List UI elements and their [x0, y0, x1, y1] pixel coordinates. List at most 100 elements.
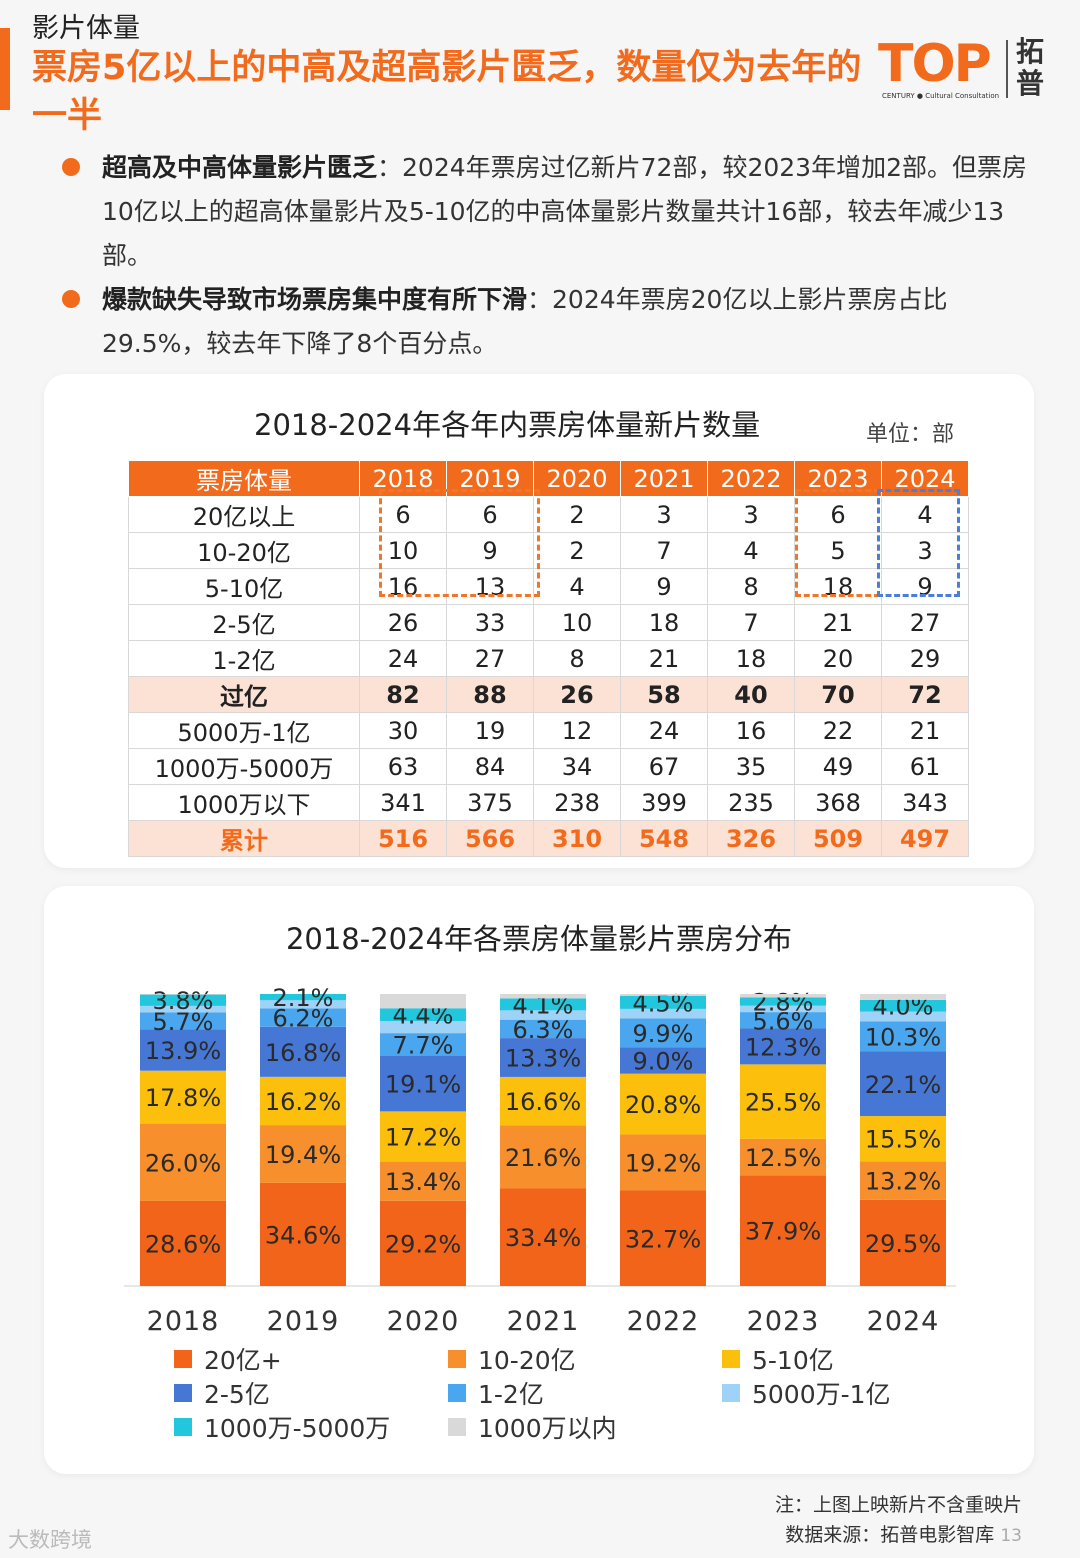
- table-cell: 4: [533, 568, 621, 605]
- header-cell-year: 2020: [533, 460, 621, 497]
- page-number: 13: [1000, 1526, 1022, 1546]
- x-tick-label: 2023: [747, 1306, 820, 1337]
- table-cell: 27: [446, 640, 534, 677]
- bar-segment: [620, 994, 706, 996]
- data-label: 28.6%: [145, 1230, 221, 1258]
- row-label: 1000万-5000万: [128, 748, 360, 785]
- table-header-row: 票房体量 2018 2019 2020 2021 2022 2023 2024: [128, 460, 969, 497]
- bar-segment: [500, 1038, 586, 1077]
- legend-label: 10-20亿: [478, 1346, 576, 1375]
- bullet-dot-icon: [62, 158, 80, 176]
- table-title: 2018-2024年各年内票房体量新片数量: [254, 408, 761, 442]
- header-cell-year: 2022: [707, 460, 795, 497]
- data-label: 13.4%: [385, 1168, 461, 1196]
- volume-table-card: 2018-2024年各年内票房体量新片数量 单位：部 票房体量 2018 2019 2…: [44, 374, 1034, 868]
- table-row: 1-2亿 24 27 8 21 18 20 29: [128, 640, 969, 677]
- bullet-item: 爆款缺失导致市场票房集中度有所下滑：2024年票房20亿以上影片票房占比29.5…: [60, 278, 1050, 366]
- bar-segment: [260, 1125, 346, 1183]
- bar-segment: [500, 1019, 586, 1039]
- table-cell: 30: [359, 712, 447, 749]
- section-label: 影片体量: [32, 13, 140, 44]
- bar-segment: [620, 995, 706, 1009]
- bar-segment: [140, 1029, 226, 1071]
- data-label: 32.7%: [625, 1225, 701, 1253]
- bar-segment: [380, 1008, 466, 1022]
- table-cell: 24: [359, 640, 447, 677]
- data-label: 9.9%: [633, 1020, 694, 1048]
- table-cell: 21: [881, 712, 969, 749]
- data-label: 16.8%: [265, 1039, 341, 1067]
- data-label: 4.5%: [633, 989, 694, 1017]
- table-cell: 70: [794, 676, 882, 713]
- bar-segment: [140, 1012, 226, 1030]
- table-cell: 238: [533, 784, 621, 821]
- legend-swatch: [722, 1350, 740, 1368]
- bar-segment: [380, 1021, 466, 1034]
- table-row: 5-10亿 16 13 4 9 8 18 9: [128, 568, 969, 605]
- bar-segment: [380, 994, 466, 1009]
- data-label: 16.6%: [505, 1088, 581, 1116]
- bullet-item: 超高及中高体量影片匮乏：2024年票房过亿新片72部，较2023年增加2部。但票…: [60, 146, 1050, 278]
- legend-label: 1000万-5000万: [204, 1414, 390, 1443]
- data-label: 6.2%: [273, 1005, 334, 1033]
- legend-swatch: [448, 1418, 466, 1436]
- bar-segment: [740, 1064, 826, 1139]
- data-label: 9.0%: [633, 1048, 694, 1076]
- data-label: 15.5%: [865, 1126, 941, 1154]
- bar-segment: [620, 1018, 706, 1048]
- table-cell: 21: [794, 604, 882, 641]
- table-cell: 2: [533, 532, 621, 569]
- table-row: 1000万以下 341 375 238 399 235 368 343: [128, 784, 969, 821]
- x-tick-label: 2022: [627, 1306, 700, 1337]
- table-cell: 18: [794, 568, 882, 605]
- data-label: 37.9%: [745, 1218, 821, 1246]
- bar-segment: [500, 1010, 586, 1020]
- data-label: 2.8%: [753, 989, 814, 1017]
- header-cell-year: 2018: [359, 460, 447, 497]
- data-label: 13.3%: [505, 1045, 581, 1073]
- table-cell: 22: [794, 712, 882, 749]
- header-cell-year: 2019: [446, 460, 534, 497]
- data-label: 5.7%: [153, 1008, 214, 1036]
- bar-segment: [500, 998, 586, 1011]
- data-label: 21.6%: [505, 1144, 581, 1172]
- x-tick-label: 2021: [507, 1306, 580, 1337]
- logo-divider: [1006, 40, 1008, 98]
- bar-segment: [140, 1123, 226, 1201]
- header-cell-year: 2024: [881, 460, 969, 497]
- bar-segment: [260, 1008, 346, 1027]
- legend-label: 5000万-1亿: [752, 1380, 891, 1409]
- table-cell: 341: [359, 784, 447, 821]
- legend-label: 2-5亿: [204, 1380, 270, 1409]
- data-label: 2.1%: [273, 984, 334, 1012]
- table-cell: 8: [533, 640, 621, 677]
- legend-swatch: [174, 1418, 192, 1436]
- chart-title: 2018-2024年各票房体量影片票房分布: [285, 922, 793, 956]
- footer-notes: 注：上图上映新片不含重映片 数据来源：拓普电影智库 13: [775, 1490, 1022, 1551]
- table-cell: 10: [533, 604, 621, 641]
- bar-segment: [380, 1111, 466, 1162]
- bullet-dot-icon: [62, 290, 80, 308]
- data-label: 26.0%: [145, 1149, 221, 1177]
- bar-segment: [380, 1200, 466, 1286]
- table-cell: 6: [359, 496, 447, 533]
- table-cell: 12: [533, 712, 621, 749]
- bullet-text: ：2024年票房20亿以上影片票房占比29.5%，较去年下降了8个百分点。: [102, 285, 948, 358]
- section-accent-bar: [0, 28, 10, 110]
- table-cell: 84: [446, 748, 534, 785]
- bar-segment: [380, 1033, 466, 1056]
- table-cell: 548: [620, 820, 708, 857]
- table-cell: 13: [446, 568, 534, 605]
- table-row: 20亿以上 6 6 2 3 3 6 4: [128, 496, 969, 533]
- bar-segment: [260, 1182, 346, 1286]
- bar-segment: [620, 1008, 706, 1019]
- row-label: 累计: [128, 820, 360, 857]
- header-cell-year: 2023: [794, 460, 882, 497]
- data-label: 29.5%: [865, 1230, 941, 1258]
- bar-segment: [740, 994, 826, 998]
- bar-segment: [860, 1011, 946, 1022]
- table-cell: 10: [359, 532, 447, 569]
- stacked-bar-chart: 28.6% 26.0% 17.8% 13.9%5.7%3.8% 2018 34.6% 19.…: [124, 984, 956, 1443]
- bar-segment: [260, 1000, 346, 1009]
- data-label: 13.9%: [145, 1037, 221, 1065]
